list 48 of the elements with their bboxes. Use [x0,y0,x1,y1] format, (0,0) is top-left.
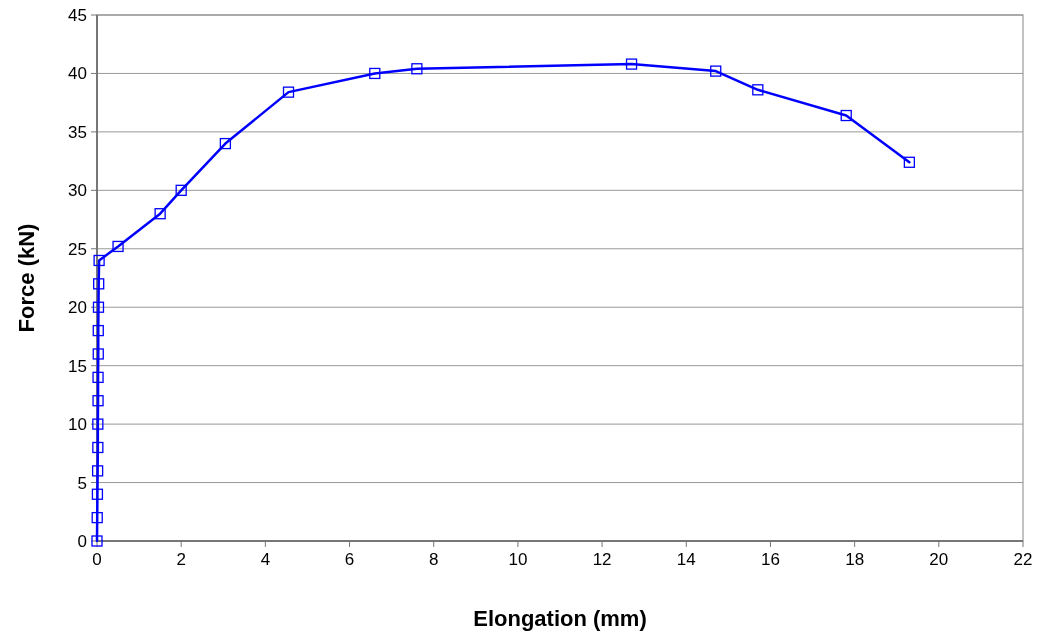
point [752,84,764,96]
x-tick-label: 0 [92,550,102,569]
y-tick-label: 10 [68,415,87,435]
point [154,208,166,220]
point [282,86,295,98]
point [92,324,104,337]
x-tick-label: 16 [760,550,780,569]
y-tick-label: 30 [68,181,87,201]
point [92,441,104,454]
point [903,156,916,168]
y-tick-label: 40 [68,64,87,84]
x-tick-label: 22 [1013,550,1033,569]
y-tick-label: 35 [68,122,87,142]
point [93,254,105,267]
point [411,63,423,75]
y-tick-label: 45 [68,5,87,25]
y-axis-title: Force (kN) [14,223,39,333]
point [710,65,722,77]
y-tick-label: 25 [68,239,87,259]
y-tick-label: 20 [68,298,87,318]
x-tick-label: 20 [929,550,949,569]
point [175,184,187,196]
point [112,240,124,253]
point [92,348,104,360]
y-tick-label: 15 [68,356,87,376]
point [91,488,104,500]
x-axis-title: Elongation (mm) [473,606,647,631]
point [92,418,104,430]
point [92,395,104,407]
point [369,67,381,80]
x-tick-label: 12 [592,550,612,569]
x-tick-label: 8 [428,550,439,569]
x-tick-label: 14 [676,550,696,569]
point [93,278,105,290]
x-tick-label: 4 [260,550,271,569]
y-tick-label: 5 [77,473,87,493]
point [92,301,105,313]
x-tick-label: 18 [845,550,865,569]
point [625,58,638,70]
point [92,371,104,384]
y-tick-label: 0 [77,531,87,551]
point [840,109,852,122]
point [219,137,232,150]
point [91,511,103,524]
x-tick-label: 6 [344,550,355,569]
point [91,465,104,477]
x-tick-label: 2 [176,550,186,569]
x-tick-label: 10 [508,550,528,569]
